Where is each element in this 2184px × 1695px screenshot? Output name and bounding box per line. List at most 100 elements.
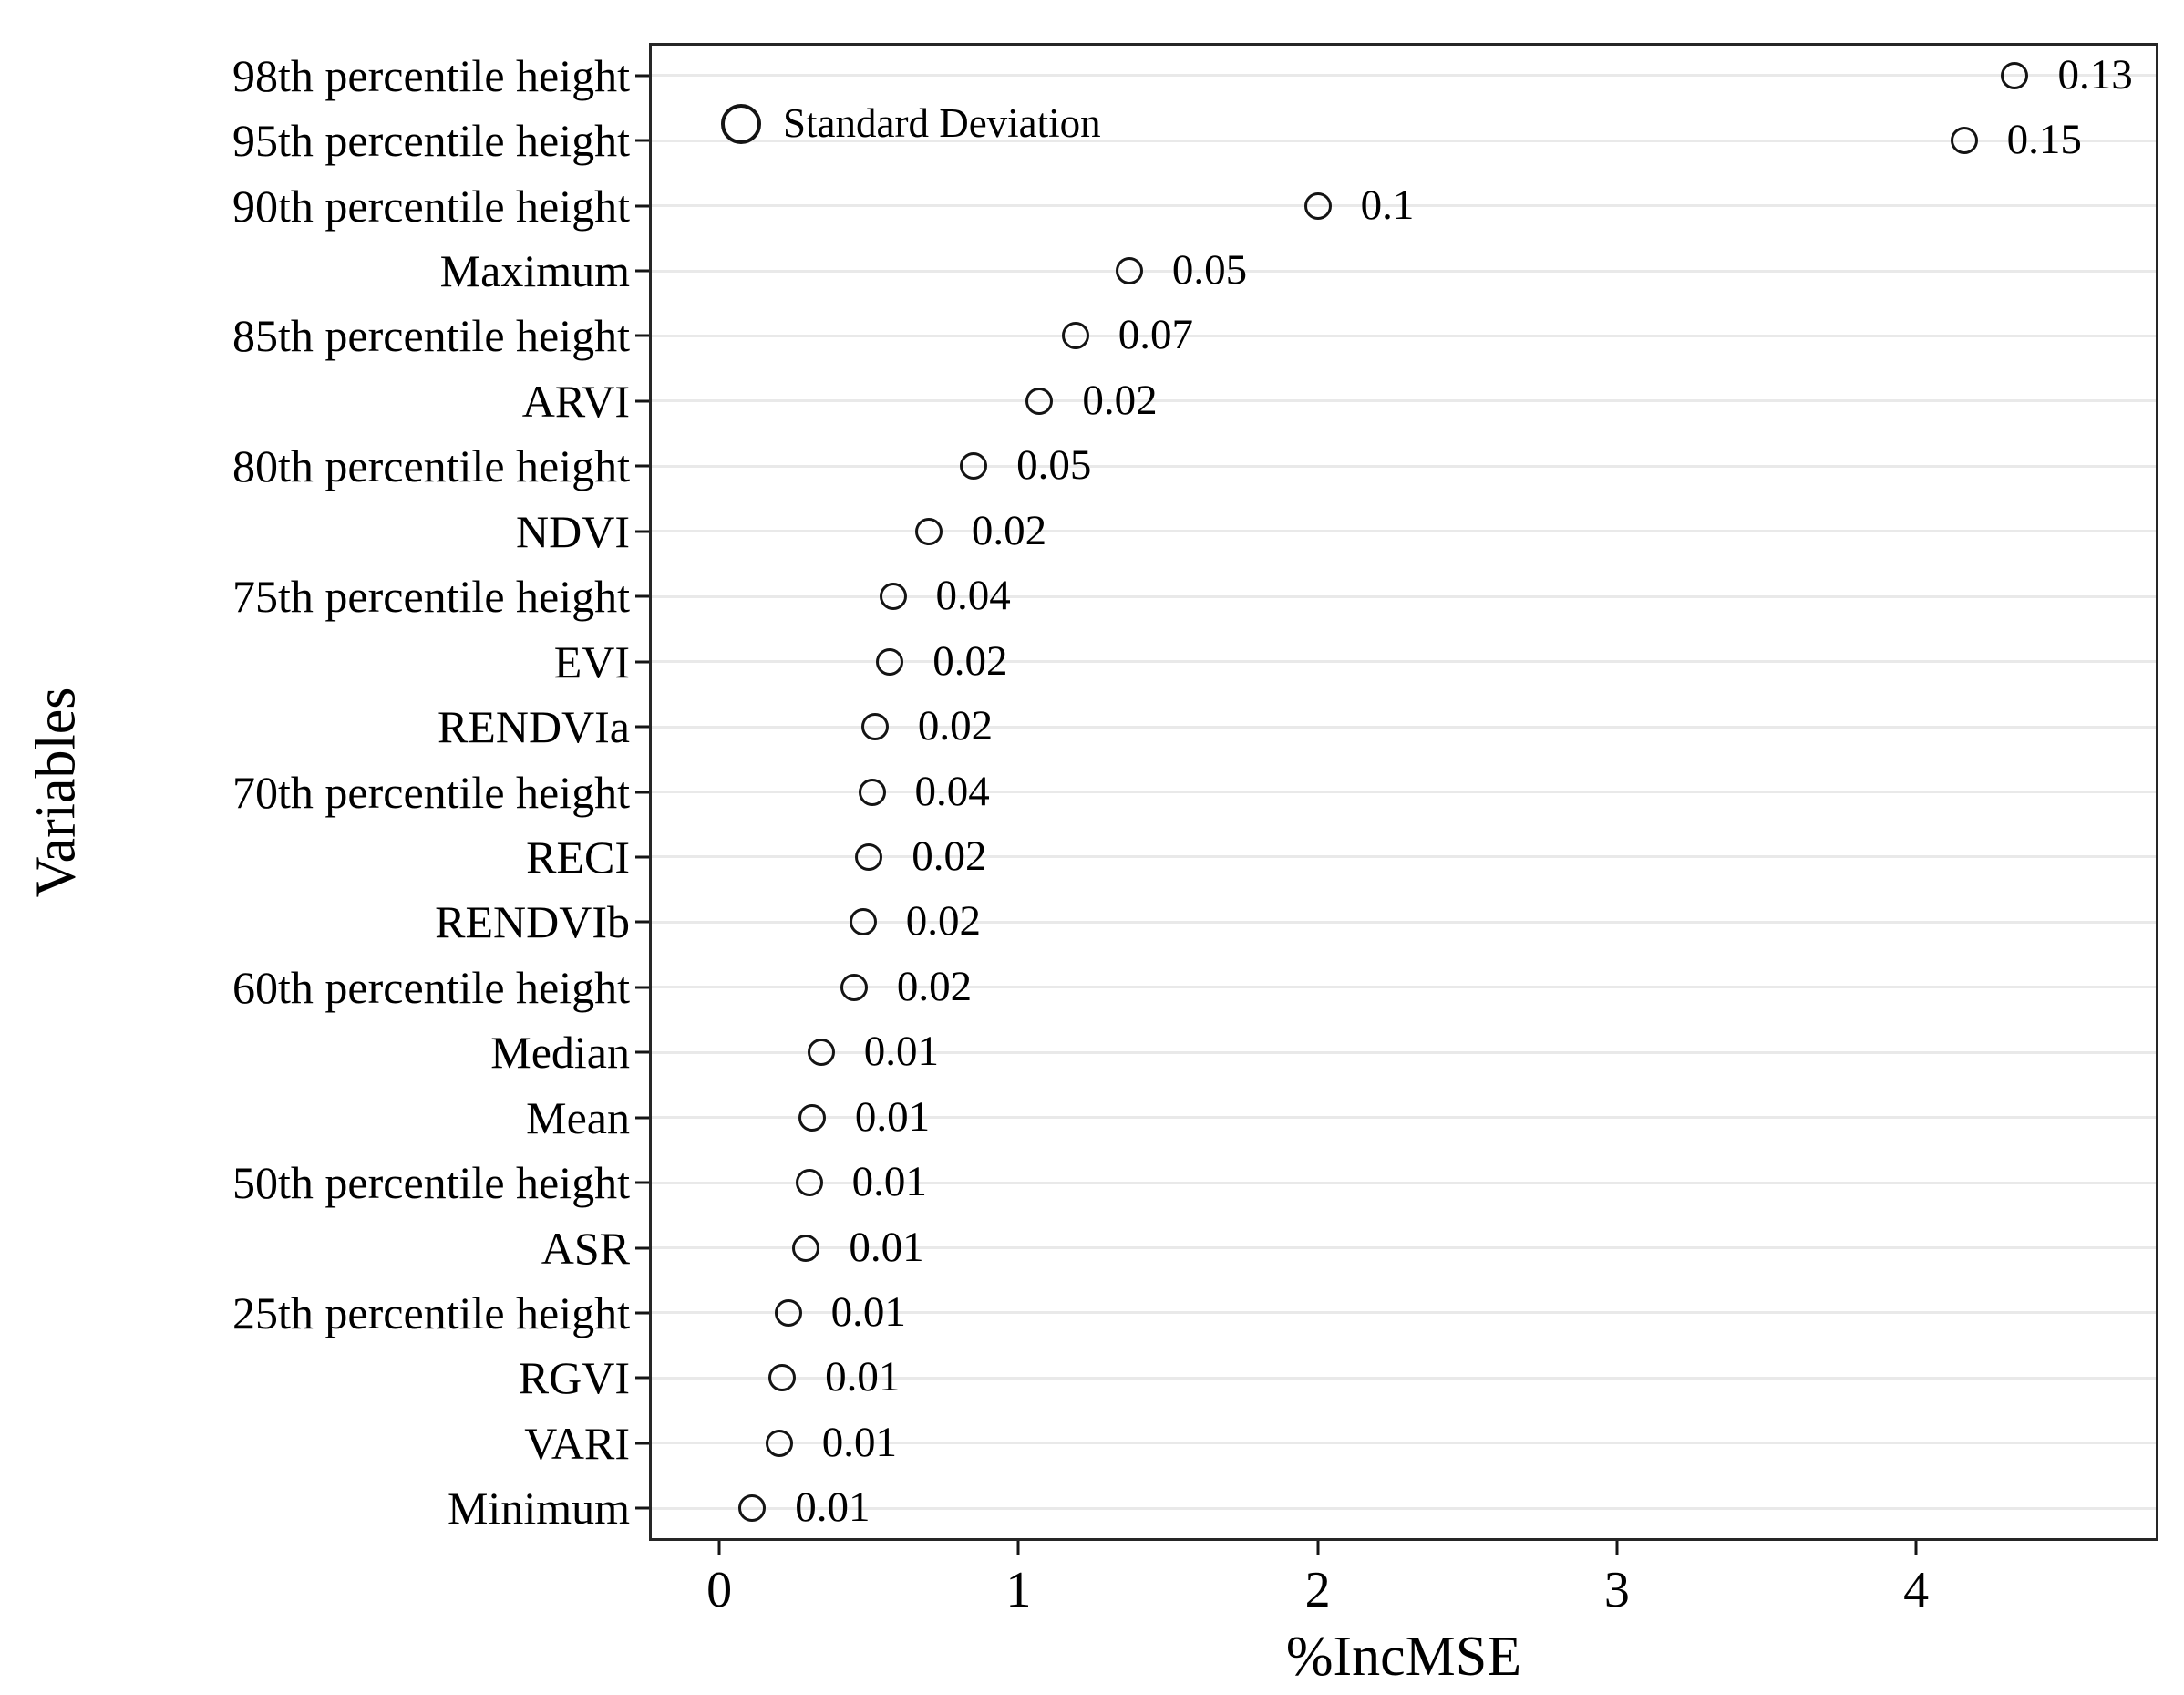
y-axis-labels: 98th percentile height 95th percentile he… — [0, 0, 630, 1695]
gridline — [652, 1116, 2156, 1120]
y-axis-category-label: 25th percentile height — [232, 1287, 630, 1338]
data-point-marker — [795, 1169, 823, 1197]
gridline — [652, 725, 2156, 729]
data-point-marker — [2001, 61, 2029, 89]
y-tick-mark — [635, 986, 649, 989]
data-point-marker — [960, 452, 988, 481]
y-axis-category-label: 90th percentile height — [232, 180, 630, 232]
gridline — [652, 855, 2156, 859]
gridline — [652, 269, 2156, 273]
data-point-marker — [1115, 257, 1143, 285]
gridline — [652, 464, 2156, 468]
y-tick-mark — [635, 464, 649, 468]
data-point-marker — [1950, 127, 1978, 155]
y-tick-mark — [635, 791, 649, 793]
x-axis-tick-label: 2 — [1304, 1562, 1331, 1618]
gridline — [652, 791, 2156, 793]
x-axis-title: %IncMSE — [1285, 1626, 1522, 1688]
y-tick-mark — [635, 1506, 649, 1510]
y-axis-category-label: 60th percentile height — [232, 961, 630, 1013]
y-axis-category-label: ARVI — [521, 375, 630, 427]
data-point-marker — [855, 842, 883, 871]
gridline — [652, 1311, 2156, 1315]
y-axis-category-label: Minimum — [447, 1483, 630, 1535]
y-axis-category-label: RENDVIa — [437, 701, 630, 753]
data-point-sd-label: 0.01 — [849, 1223, 924, 1271]
y-tick-mark — [635, 334, 649, 337]
y-axis-category-label: EVI — [553, 636, 630, 687]
data-point-sd-label: 0.01 — [795, 1483, 871, 1532]
data-point-marker — [840, 973, 868, 1001]
data-point-sd-label: 0.13 — [2057, 50, 2133, 98]
data-point-sd-label: 0.02 — [1082, 376, 1158, 424]
y-axis-category-label: NDVI — [516, 505, 630, 557]
y-tick-mark — [635, 204, 649, 208]
gridline — [652, 334, 2156, 337]
data-point-marker — [768, 1364, 797, 1392]
data-point-sd-label: 0.02 — [917, 701, 994, 749]
data-point-marker — [876, 647, 904, 676]
data-point-marker — [1061, 322, 1089, 350]
y-tick-mark — [635, 139, 649, 142]
data-point-sd-label: 0.04 — [914, 767, 990, 815]
y-axis-category-label: ASR — [541, 1222, 630, 1274]
gridline — [652, 74, 2156, 78]
data-point-marker — [765, 1429, 793, 1457]
x-axis-tick-label: 3 — [1603, 1562, 1630, 1618]
x-tick-mark — [1316, 1541, 1320, 1555]
data-point-sd-label: 0.02 — [912, 832, 987, 880]
data-point-sd-label: 0.01 — [830, 1287, 906, 1336]
data-point-sd-label: 0.01 — [863, 1028, 939, 1076]
y-tick-mark — [635, 594, 649, 598]
y-tick-mark — [635, 399, 649, 403]
data-point-sd-label: 0.02 — [896, 962, 973, 1010]
y-axis-category-label: RECI — [526, 831, 630, 883]
data-point-marker — [858, 778, 886, 806]
data-point-marker — [1025, 387, 1054, 415]
data-point-marker — [860, 713, 889, 741]
data-point-sd-label: 0.04 — [935, 572, 1011, 620]
y-tick-mark — [635, 1376, 649, 1380]
y-tick-mark — [635, 1050, 649, 1054]
data-point-marker — [849, 908, 877, 936]
y-tick-mark — [635, 725, 649, 729]
data-point-marker — [738, 1494, 767, 1523]
gridline — [652, 986, 2156, 989]
y-axis-category-label: RENDVIb — [435, 896, 630, 948]
data-point-sd-label: 0.15 — [2006, 116, 2082, 164]
data-point-sd-label: 0.01 — [821, 1418, 898, 1466]
x-axis-tick-label: 0 — [706, 1562, 733, 1618]
data-point-marker — [914, 517, 943, 545]
y-axis-category-label: 95th percentile height — [232, 115, 630, 167]
data-point-marker — [774, 1298, 802, 1327]
y-tick-mark — [635, 855, 649, 859]
data-point-sd-label: 0.07 — [1118, 311, 1193, 359]
y-tick-mark — [635, 530, 649, 533]
data-point-sd-label: 0.01 — [854, 1092, 931, 1141]
y-tick-mark — [635, 74, 649, 78]
plot-panel: 0.13 0.15 0.1 0.05 0.07 0.02 0.05 0.02 0.04 0.02 0… — [649, 43, 2158, 1541]
y-axis-title: Variables — [25, 687, 88, 897]
gridline — [652, 530, 2156, 533]
gridline — [652, 594, 2156, 598]
y-axis-category-label: 98th percentile height — [232, 49, 630, 101]
data-point-sd-label: 0.01 — [851, 1158, 927, 1206]
gridline — [652, 920, 2156, 924]
x-tick-mark — [1615, 1541, 1619, 1555]
gridline — [652, 1050, 2156, 1054]
x-tick-mark — [1914, 1541, 1918, 1555]
data-point-marker — [879, 583, 907, 611]
data-point-marker — [798, 1103, 826, 1132]
data-point-sd-label: 0.02 — [971, 506, 1047, 554]
data-point-marker — [807, 1039, 835, 1067]
gridline — [652, 1442, 2156, 1445]
y-tick-mark — [635, 269, 649, 273]
y-axis-category-label: 80th percentile height — [232, 440, 630, 492]
legend-label: Standard Deviation — [783, 99, 1101, 146]
y-tick-mark — [635, 1442, 649, 1445]
legend-open-circle-icon — [721, 104, 761, 144]
y-axis-category-label: 70th percentile height — [232, 766, 630, 818]
gridline — [652, 204, 2156, 208]
y-axis-category-label: VARI — [524, 1417, 630, 1469]
